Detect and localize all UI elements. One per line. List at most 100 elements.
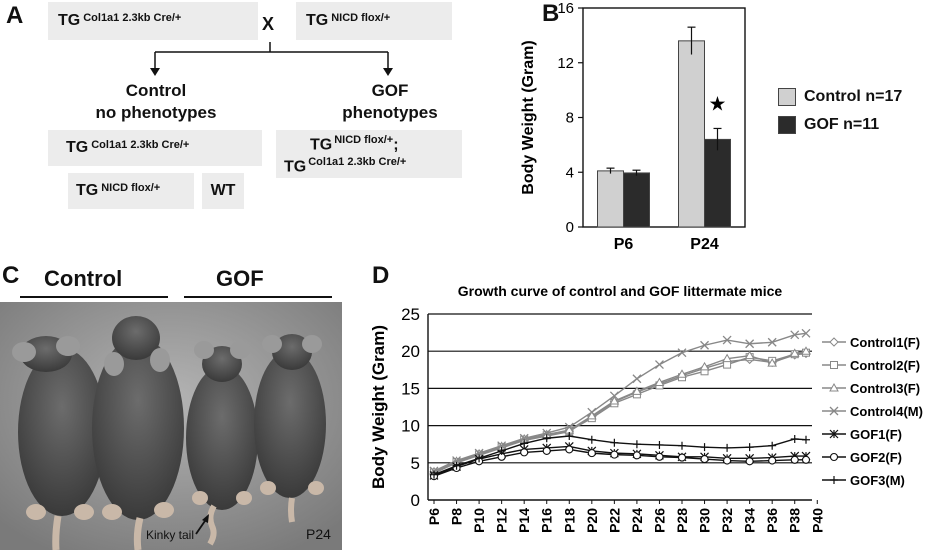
genotype-superscript: NICD flox/+: [334, 134, 394, 146]
x-tick-label: P22: [606, 508, 622, 533]
legend-item: GOF1(F): [822, 427, 902, 442]
marker-triangle: [829, 382, 839, 392]
marker-plus: [587, 435, 596, 444]
legend-label: Control2(F): [850, 358, 920, 373]
x-tick-label: P38: [787, 508, 803, 533]
marker-plus: [632, 440, 641, 449]
legend-label: GOF3(M): [850, 473, 905, 488]
control-underline: [20, 296, 168, 298]
marker-circle: [790, 455, 799, 464]
mouse-gof-1: [186, 341, 258, 546]
marker-triangle: [699, 361, 710, 371]
marker-circle: [520, 448, 529, 457]
panel-d-letter: D: [372, 262, 390, 289]
gof-genotype-line2: TG Col1a1 2.3kb Cre/+: [284, 156, 406, 176]
significance-star: ★: [709, 93, 727, 115]
marker-triangle: [801, 346, 811, 355]
y-tick-label: 0: [566, 219, 574, 236]
y-tick-label: 15: [401, 379, 420, 398]
genotype-superscript: NICD flox/+: [331, 12, 391, 24]
marker-x: [790, 330, 800, 340]
tg-text: TG: [284, 158, 307, 176]
marker-circle: [677, 453, 687, 462]
mice-illustration: [0, 302, 342, 550]
marker-circle: [829, 452, 839, 462]
marker-plus: [745, 443, 754, 452]
gof-label-line1: GOF: [371, 81, 409, 100]
marker-plus: [723, 443, 732, 452]
marker-plus: [790, 434, 799, 443]
bar-chart: 0 4 8 12 16 Body Weight (Gram) P6 P24 ★: [520, 0, 746, 253]
cross-tree-lines: [150, 42, 393, 76]
marker-plus: [830, 476, 838, 484]
tg-text: TG: [66, 139, 89, 156]
marker-plus: [565, 432, 574, 441]
genotype-superscript: NICD flox/+: [101, 182, 161, 194]
panel-b-letter: B: [542, 0, 560, 27]
control-group-label: Control no phenotypes: [86, 80, 226, 124]
marker-plus: [475, 454, 484, 463]
marker-plus: [452, 461, 461, 470]
legend-item: GOF n=11: [778, 112, 902, 138]
mice-photo: Kinky tail P24: [0, 302, 342, 550]
genotype-superscript: Col1a1 2.3kb Cre/+: [91, 139, 190, 151]
marker-x: [654, 360, 664, 370]
wt-text: WT: [210, 182, 236, 199]
marker-x: [632, 374, 642, 384]
legend-item: Control4(M): [822, 404, 923, 419]
marker-x: [542, 428, 552, 438]
kinky-tail-annotation: Kinky tail: [146, 528, 195, 542]
x-tick-label: P12: [494, 508, 510, 533]
x-tick-label: P32: [719, 508, 735, 533]
genotype-superscript: Col1a1 2.3kb Cre/+: [83, 12, 182, 24]
x-tick-label: P40: [809, 508, 825, 533]
y-axis-label: Body Weight (Gram): [369, 325, 388, 489]
marker-plus: [520, 439, 529, 448]
marker-x: [497, 441, 507, 451]
marker-triangle: [789, 348, 800, 357]
marker-x: [564, 422, 574, 432]
x-tick-label: P18: [561, 508, 577, 533]
marker-x: [722, 335, 732, 345]
marker-triangle: [744, 350, 755, 360]
legend-item: Control2(F): [822, 358, 920, 373]
marker-x: [700, 340, 710, 350]
control-label-line1: Control: [125, 81, 187, 100]
marker-circle: [745, 457, 754, 466]
marker-diamond: [829, 337, 839, 347]
panel-c-letter: C: [2, 262, 20, 289]
chart-title: Growth curve of control and GOF litterma…: [458, 283, 783, 299]
series-gof3m: [430, 432, 810, 479]
marker-square: [830, 361, 838, 369]
series-control4m: [429, 328, 811, 476]
legend-label-control: Control n=17: [804, 88, 903, 105]
marker-triangle: [586, 410, 597, 420]
marker-x: [519, 433, 529, 443]
gof-genotype-box: TG NICD flox/+; TG Col1a1 2.3kb Cre/+: [276, 130, 462, 178]
mouse-control-2: [92, 316, 184, 550]
legend-item: GOF2(F): [822, 450, 902, 465]
marker-triangle: [654, 377, 665, 386]
line-chart: Growth curve of control and GOF litterma…: [369, 283, 923, 533]
x-tick-label: P34: [742, 508, 758, 533]
bar-control: [678, 40, 705, 228]
marker-triangle: [677, 369, 687, 378]
series-line: [433, 445, 806, 477]
marker-plus: [542, 434, 551, 443]
x-tick-label: P30: [697, 508, 713, 533]
x-tick-label: P28: [674, 508, 690, 533]
x-tick-label: P8: [449, 508, 465, 525]
marker-plus: [610, 438, 619, 447]
panel-a-letter: A: [6, 2, 24, 29]
y-tick-label: 4: [566, 164, 574, 181]
marker-x: [745, 339, 755, 349]
marker-x: [609, 391, 619, 401]
kinky-tail-arrowhead: [202, 514, 209, 523]
marker-circle: [587, 449, 596, 458]
gof-label-line2: phenotypes: [342, 103, 438, 122]
series-line: [433, 332, 807, 472]
legend-label: GOF1(F): [850, 427, 902, 442]
marker-x: [677, 348, 687, 358]
x-tick-label: P24: [690, 236, 719, 253]
marker-circle: [723, 456, 732, 465]
